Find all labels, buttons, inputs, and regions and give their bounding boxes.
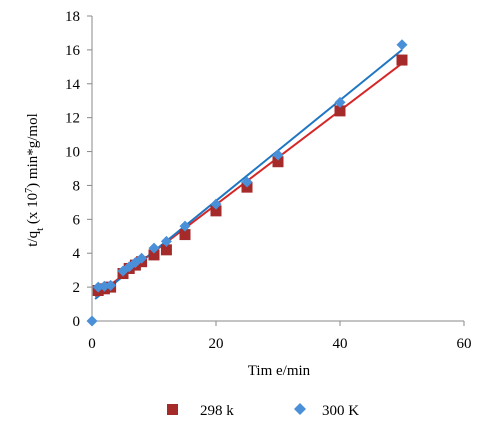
point-series-0 [396,54,408,66]
point-series-0 [334,105,346,117]
x-tick-label: 60 [457,336,472,352]
y-label-part-1: t/q [25,230,41,246]
legend-marker-300k [294,403,306,415]
point-series-0 [210,205,222,217]
x-tick-label: 0 [88,336,96,352]
point-series-1 [148,242,160,254]
y-tick-label: 0 [73,314,81,330]
y-tick-label: 12 [65,111,80,127]
y-tick-label: 16 [65,43,81,59]
point-series-0 [148,249,160,261]
y-tick-label: 2 [73,280,81,296]
point-series-1 [136,252,148,264]
point-series-1 [272,149,284,161]
point-series-1 [86,315,98,327]
y-axis-label: t/qt (x 107) min*g/mol [24,113,47,247]
x-tick-label: 40 [333,336,348,352]
x-tick-label: 20 [209,336,224,352]
y-tick-label: 6 [73,212,81,228]
y-label-subscript: t [34,228,46,231]
point-series-1 [179,220,191,232]
point-series-1 [334,96,346,108]
point-series-1 [105,279,117,291]
point-series-0 [160,244,172,256]
point-series-0 [179,229,191,241]
legend-marker-298k [167,404,178,415]
point-series-1 [160,235,172,247]
y-tick-label: 10 [65,145,80,161]
x-axis-label: Tim e/min [248,363,311,379]
point-series-1 [396,39,408,51]
point-series-1 [210,198,222,210]
legend: 298 k 300 K [167,403,359,419]
data-points [86,39,408,327]
y-tick-label: 18 [65,9,80,25]
y-tick-label: 14 [65,77,81,93]
y-label-part-3: ) min*g/mol [25,113,41,188]
y-tick-label: 8 [73,178,81,194]
legend-label-300k: 300 K [322,403,359,419]
y-label-superscript: 7 [24,188,35,193]
tick-labels: 0 2 4 6 8 10 12 14 16 18 0 20 40 60 [65,9,472,352]
y-tick-label: 4 [73,246,81,262]
y-label-part-2: (x 10 [25,193,41,228]
point-series-0 [272,156,284,168]
point-series-1 [241,176,253,188]
legend-label-298k: 298 k [200,403,234,419]
